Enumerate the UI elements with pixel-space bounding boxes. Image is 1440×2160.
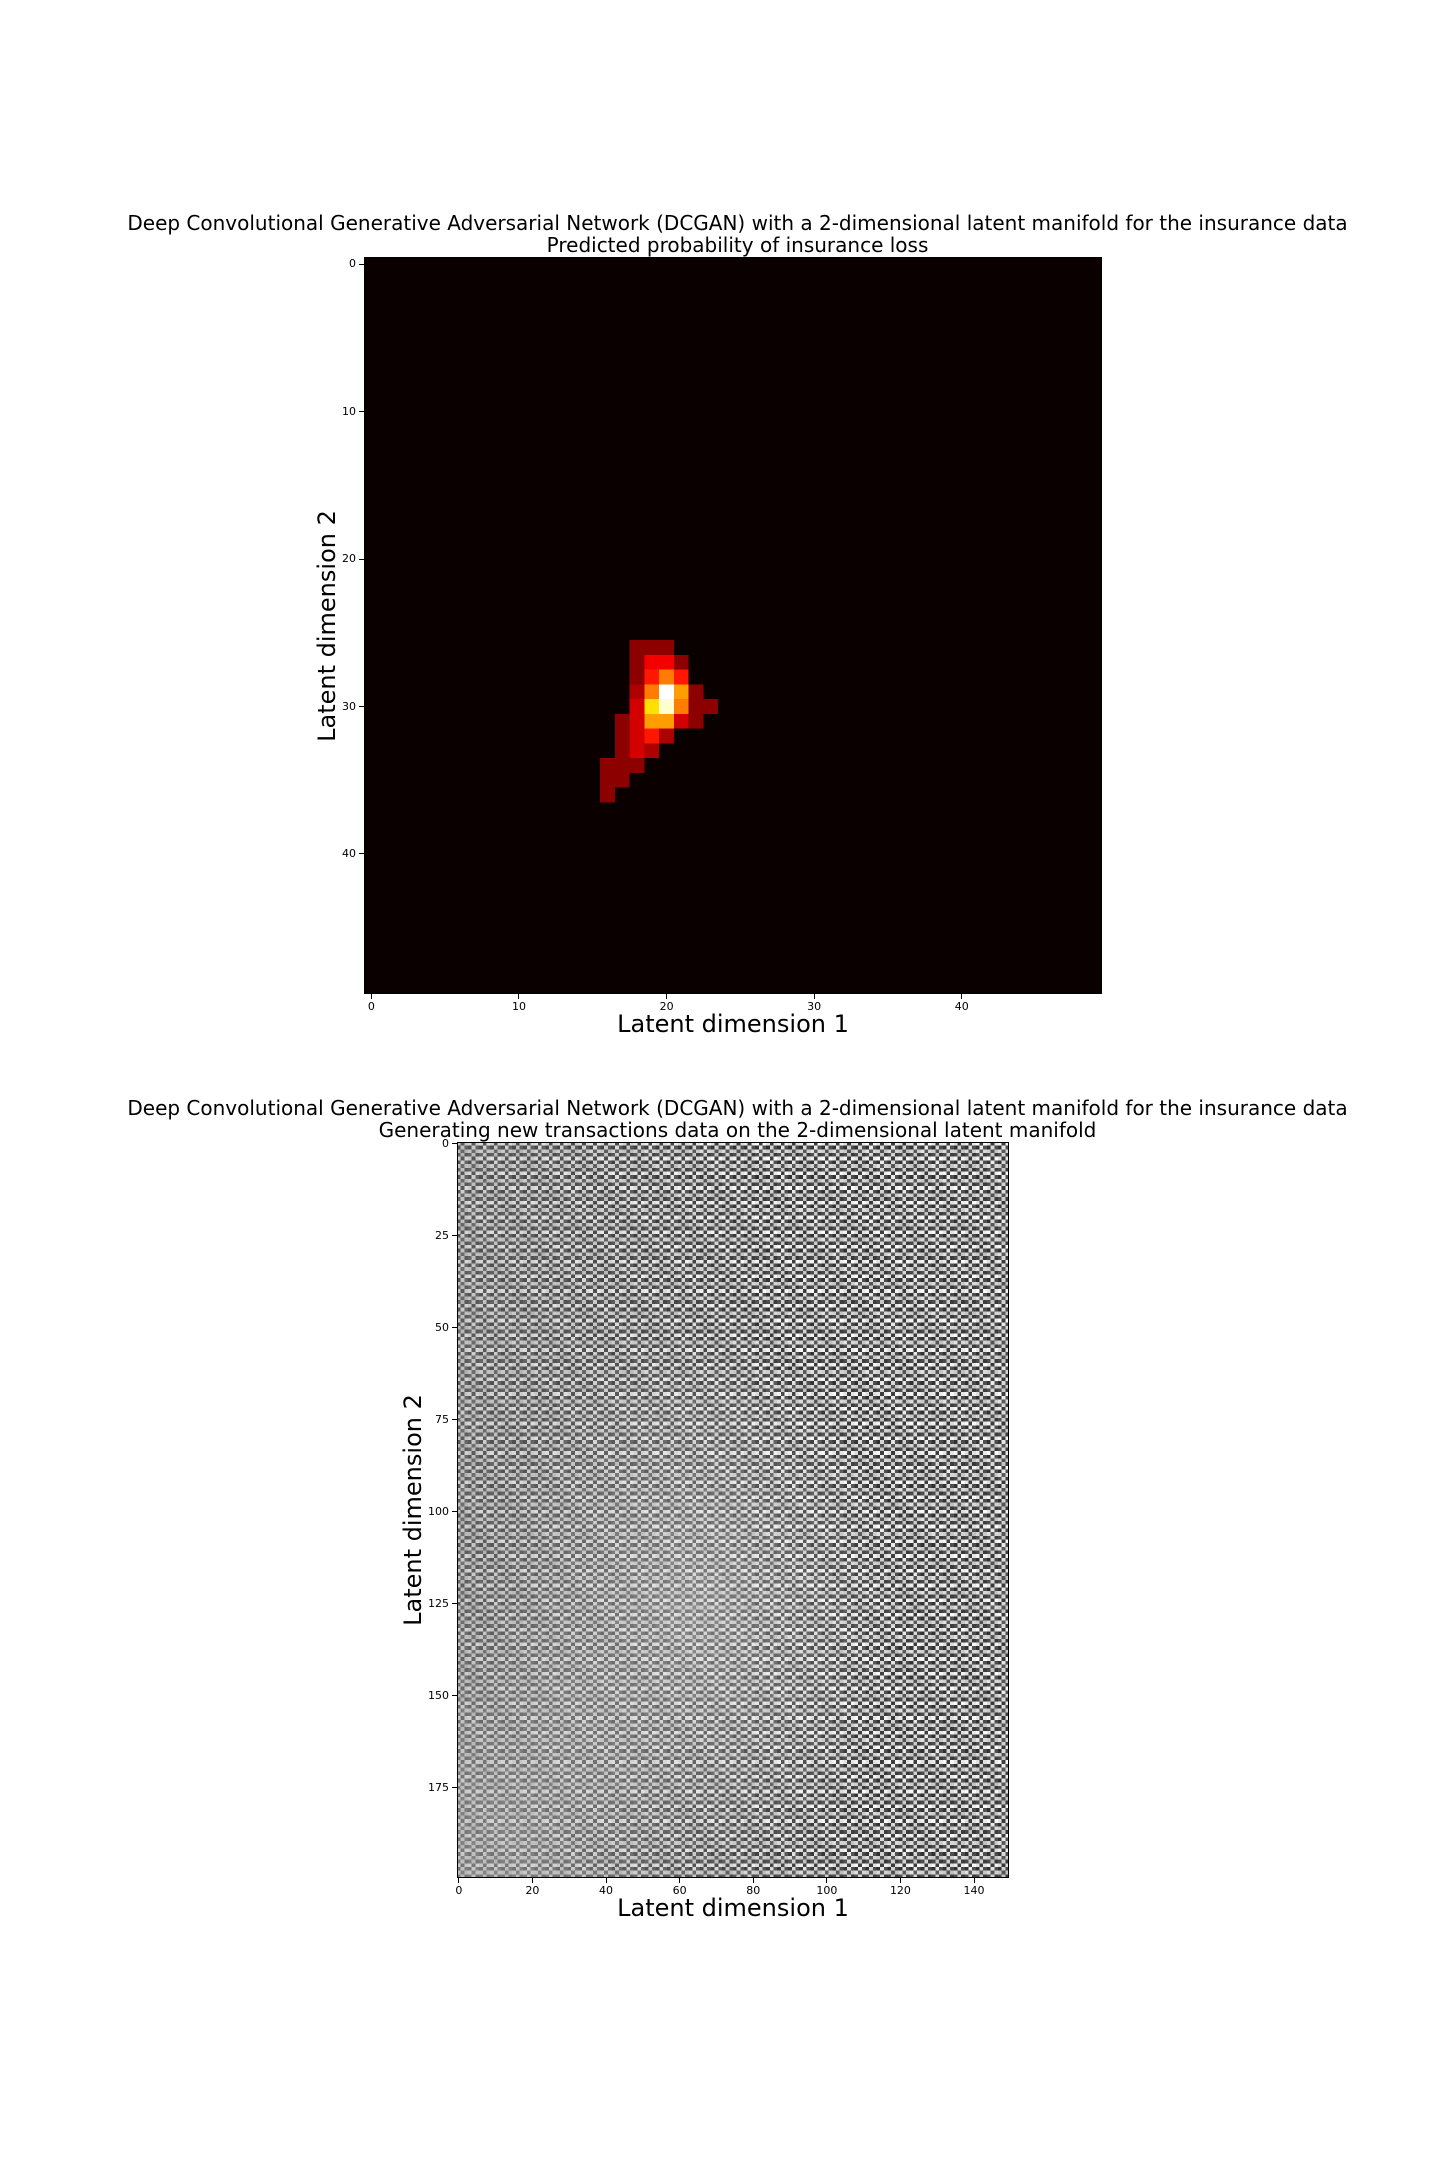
y-tick-mark xyxy=(359,853,364,855)
y-tick-label: 100 xyxy=(428,1504,449,1518)
x-tick-label: 30 xyxy=(807,1000,822,1013)
x-tick-mark xyxy=(679,1878,681,1883)
x-tick-mark xyxy=(605,1878,607,1883)
x-tick-label: 100 xyxy=(816,1884,838,1897)
x-tick-label: 20 xyxy=(659,1000,674,1013)
y-tick-mark xyxy=(359,706,364,708)
y-tick-mark xyxy=(452,1143,457,1145)
x-tick-mark xyxy=(518,994,520,999)
y-tick-mark xyxy=(359,411,364,413)
x-tick-mark xyxy=(813,994,815,999)
x-tick-label: 0 xyxy=(455,1884,463,1897)
y-tick-label: 25 xyxy=(435,1228,449,1242)
y-tick-mark xyxy=(452,1419,457,1421)
x-tick-label: 0 xyxy=(367,1000,375,1013)
y-tick-mark xyxy=(452,1603,457,1605)
x-tick-mark xyxy=(458,1878,460,1883)
y-tick-label: 40 xyxy=(342,846,356,860)
x-tick-mark xyxy=(666,994,668,999)
x-tick-mark xyxy=(899,1878,901,1883)
x-tick-label: 120 xyxy=(889,1884,911,1897)
chart-title: Deep Convolutional Generative Adversaria… xyxy=(127,1096,1348,1120)
x-tick-label: 40 xyxy=(599,1884,614,1897)
y-tick-label: 20 xyxy=(342,552,356,566)
x-tick-mark xyxy=(961,994,963,999)
x-tick-mark xyxy=(973,1878,975,1883)
x-axis-label: Latent dimension 1 xyxy=(617,1894,849,1922)
y-axis-label: Latent dimension 2 xyxy=(313,509,341,742)
y-tick-label: 175 xyxy=(428,1780,449,1794)
x-tick-mark xyxy=(826,1878,828,1883)
y-tick-label: 50 xyxy=(435,1320,449,1334)
y-tick-mark xyxy=(452,1327,457,1329)
chart-title: Deep Convolutional Generative Adversaria… xyxy=(127,211,1348,235)
chart-subtitle: Generating new transactions data on the … xyxy=(378,1118,1097,1142)
y-tick-label: 0 xyxy=(442,1136,449,1150)
chart-subtitle: Predicted probability of insurance loss xyxy=(546,233,929,257)
y-axis-label: Latent dimension 2 xyxy=(399,1394,427,1626)
x-axis-label: Latent dimension 1 xyxy=(617,1010,849,1038)
y-tick-mark xyxy=(359,558,364,560)
y-tick-label: 30 xyxy=(342,699,356,713)
x-tick-mark xyxy=(752,1878,754,1883)
x-tick-label: 140 xyxy=(963,1884,985,1897)
heatmap-plot-area xyxy=(457,1142,1009,1878)
y-tick-label: 125 xyxy=(428,1596,449,1610)
x-tick-label: 60 xyxy=(672,1884,687,1897)
y-tick-label: 0 xyxy=(349,257,356,271)
y-tick-mark xyxy=(359,263,364,265)
y-tick-label: 150 xyxy=(428,1688,449,1702)
heatmap-plot-area xyxy=(364,257,1102,994)
heatmap-image xyxy=(457,1142,1009,1878)
x-tick-label: 10 xyxy=(511,1000,526,1013)
y-tick-label: 75 xyxy=(435,1412,449,1426)
y-tick-mark xyxy=(452,1787,457,1789)
x-tick-label: 80 xyxy=(746,1884,761,1897)
x-tick-mark xyxy=(370,994,372,999)
x-tick-label: 20 xyxy=(525,1884,540,1897)
y-tick-mark xyxy=(452,1511,457,1513)
y-tick-label: 10 xyxy=(342,404,356,418)
y-tick-mark xyxy=(452,1695,457,1697)
x-tick-mark xyxy=(531,1878,533,1883)
y-tick-mark xyxy=(452,1235,457,1237)
x-tick-label: 40 xyxy=(954,1000,969,1013)
heatmap-image xyxy=(364,257,1102,994)
